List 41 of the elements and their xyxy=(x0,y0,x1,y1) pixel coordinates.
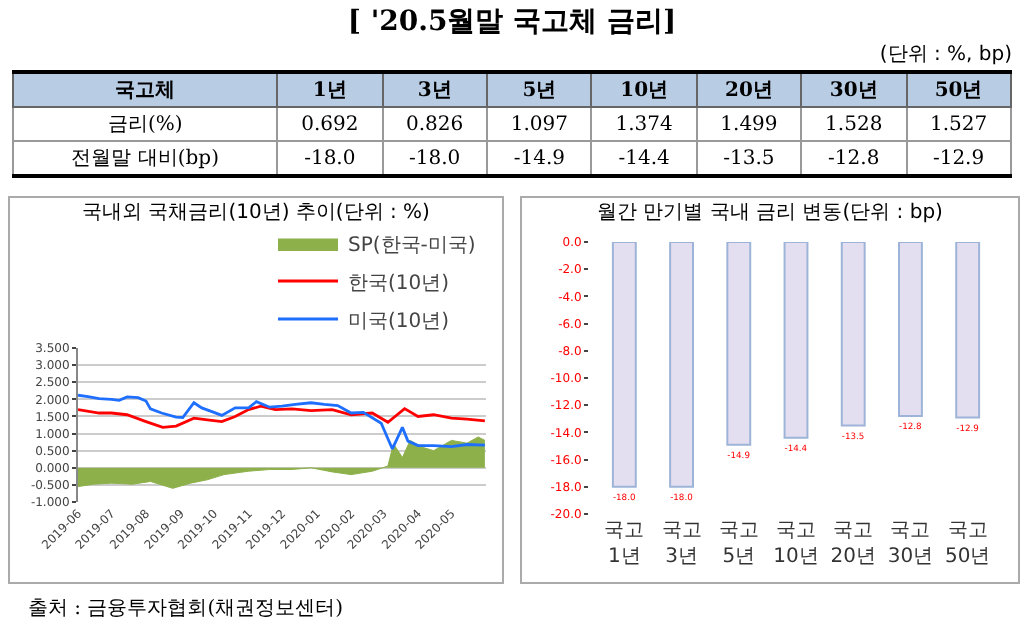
line-series xyxy=(78,404,486,429)
data-label: -18.0 xyxy=(277,141,383,176)
text: 전월말 대비(bp) xyxy=(13,141,278,176)
category-label: 20년 xyxy=(696,72,802,107)
x-tick-label: 국고 1년 xyxy=(604,520,645,568)
chart-title: 국내외 국채금리(10년) 추이(단위 : %) xyxy=(82,201,431,224)
data-label: 0.692 xyxy=(277,107,383,141)
category-label: 1년 xyxy=(277,72,383,107)
category-label: 30년 xyxy=(801,72,907,107)
data-label: 1.527 xyxy=(906,107,1011,141)
data-label: -14.4 xyxy=(591,141,697,176)
text: [ '20.5월말 국고체 금리] xyxy=(345,4,679,40)
x-tick-label: 국고 10년 xyxy=(773,520,819,568)
x-tick-label: 국고 30년 xyxy=(887,520,934,568)
data-label: 0.826 xyxy=(382,107,487,141)
data-label: 1.499 xyxy=(696,107,802,141)
source-note: 출처 : 금융투자협회(채권정보센터) xyxy=(28,596,344,622)
data-label: -14.9 xyxy=(487,141,592,176)
category-label: 50년 xyxy=(906,72,1011,107)
chart-title: 월간 만기별 국내 금리 변동(단위 : bp) xyxy=(597,201,944,224)
x-tick-label: 국고 5년 xyxy=(718,520,759,568)
text: (단위 : %, bp) xyxy=(877,42,1012,68)
x-tick-label: 국고 50년 xyxy=(944,520,991,568)
data-label: 1.097 xyxy=(487,107,592,141)
x-tick-label: 국고 3년 xyxy=(661,520,702,568)
data-label: -13.5 xyxy=(696,141,802,176)
data-label: 1.528 xyxy=(801,107,907,141)
data-label: -12.9 xyxy=(906,141,1011,176)
data-label: 1.374 xyxy=(591,107,697,141)
category-label: 10년 xyxy=(591,72,697,107)
data-label: -18.0 xyxy=(382,141,487,176)
category-label: 3년 xyxy=(382,72,487,107)
x-tick-label: 국고 20년 xyxy=(830,520,876,568)
legend-label: 한국(10년) xyxy=(348,272,450,295)
line-series xyxy=(78,393,486,451)
data-label: -12.8 xyxy=(801,141,907,176)
legend-label: 미국(10년) xyxy=(348,310,450,333)
text: 금리(%) xyxy=(13,107,278,141)
text: 국고체 xyxy=(13,72,278,107)
legend-label: SP(한국-미국) xyxy=(348,234,476,257)
category-label: 5년 xyxy=(487,72,592,107)
